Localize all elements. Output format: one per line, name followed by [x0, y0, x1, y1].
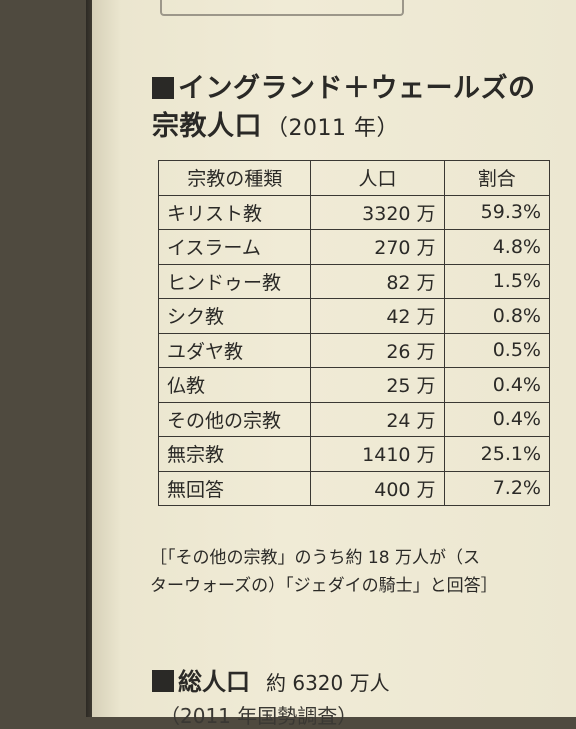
cell-population: 270 万 — [310, 229, 445, 265]
heading-year: （2011 年） — [266, 116, 399, 141]
cell-ratio: 0.4% — [443, 367, 551, 403]
table-row: イスラーム 270 万 4.8% — [157, 229, 551, 265]
table-row: 仏教 25 万 0.4% — [157, 367, 551, 403]
table-row: ユダヤ教 26 万 0.5% — [157, 332, 551, 368]
cell-population: 400 万 — [310, 470, 445, 506]
table-row: シク教 42 万 0.8% — [157, 298, 551, 334]
cell-religion: キリスト教 — [157, 194, 312, 230]
footnote-line-2: ターウォーズの）「ジェダイの騎士」と回答］ — [150, 576, 498, 596]
cell-ratio: 0.5% — [443, 332, 551, 368]
cell-population: 3320 万 — [310, 194, 445, 230]
cell-population: 1410 万 — [310, 436, 445, 472]
cell-religion: 無宗教 — [157, 436, 312, 472]
cell-ratio: 7.2% — [443, 470, 551, 506]
cell-ratio: 4.8% — [443, 229, 551, 265]
cell-religion: その他の宗教 — [157, 401, 312, 437]
total-square-marker — [152, 670, 174, 692]
table-row: 無宗教 1410 万 25.1% — [157, 436, 551, 472]
cell-population: 42 万 — [310, 298, 445, 334]
cell-ratio: 59.3% — [443, 194, 551, 230]
cell-population: 26 万 — [310, 332, 445, 368]
footnote-line-1: ［「その他の宗教」のうち約 18 万人が（ス — [150, 548, 480, 568]
cell-religion: ユダヤ教 — [157, 332, 312, 368]
heading-line-1: イングランド＋ウェールズの — [152, 66, 536, 105]
cell-ratio: 25.1% — [443, 436, 551, 472]
cell-population: 82 万 — [310, 263, 445, 299]
header-population: 人口 — [310, 160, 445, 196]
table-row: ヒンドゥー教 82 万 1.5% — [157, 263, 551, 299]
table-footnote: ［「その他の宗教」のうち約 18 万人が（ス ターウォーズの）「ジェダイの騎士」… — [150, 544, 550, 600]
heading-text-2: 宗教人口 — [152, 111, 262, 142]
cell-ratio: 0.4% — [443, 401, 551, 437]
cell-religion: ヒンドゥー教 — [157, 263, 312, 299]
heading-square-marker — [152, 77, 174, 99]
heading-text-1: イングランド＋ウェールズの — [178, 73, 536, 104]
header-religion: 宗教の種類 — [157, 160, 312, 196]
cell-religion: 仏教 — [157, 367, 312, 403]
cell-religion: イスラーム — [157, 229, 312, 265]
previous-box-edge — [160, 0, 404, 16]
total-population: 総人口約 6320 万人 — [152, 662, 390, 697]
census-source: （2011 年国勢調査） — [160, 704, 358, 728]
cell-ratio: 0.8% — [443, 298, 551, 334]
header-ratio: 割合 — [443, 160, 551, 196]
total-value: 約 6320 万人 — [266, 671, 390, 695]
table-row: その他の宗教 24 万 0.4% — [157, 401, 551, 437]
heading-line-2: 宗教人口 （2011 年） — [152, 104, 399, 143]
religion-population-table: 宗教の種類 人口 割合 キリスト教 3320 万 59.3% イスラーム 270… — [157, 160, 551, 506]
total-label: 総人口 — [178, 668, 250, 696]
cell-population: 24 万 — [310, 401, 445, 437]
table-row: キリスト教 3320 万 59.3% — [157, 194, 551, 230]
cell-religion: 無回答 — [157, 470, 312, 506]
cell-religion: シク教 — [157, 298, 312, 334]
cell-population: 25 万 — [310, 367, 445, 403]
table-header-row: 宗教の種類 人口 割合 — [157, 160, 551, 196]
table-row: 無回答 400 万 7.2% — [157, 470, 551, 506]
cell-ratio: 1.5% — [443, 263, 551, 299]
